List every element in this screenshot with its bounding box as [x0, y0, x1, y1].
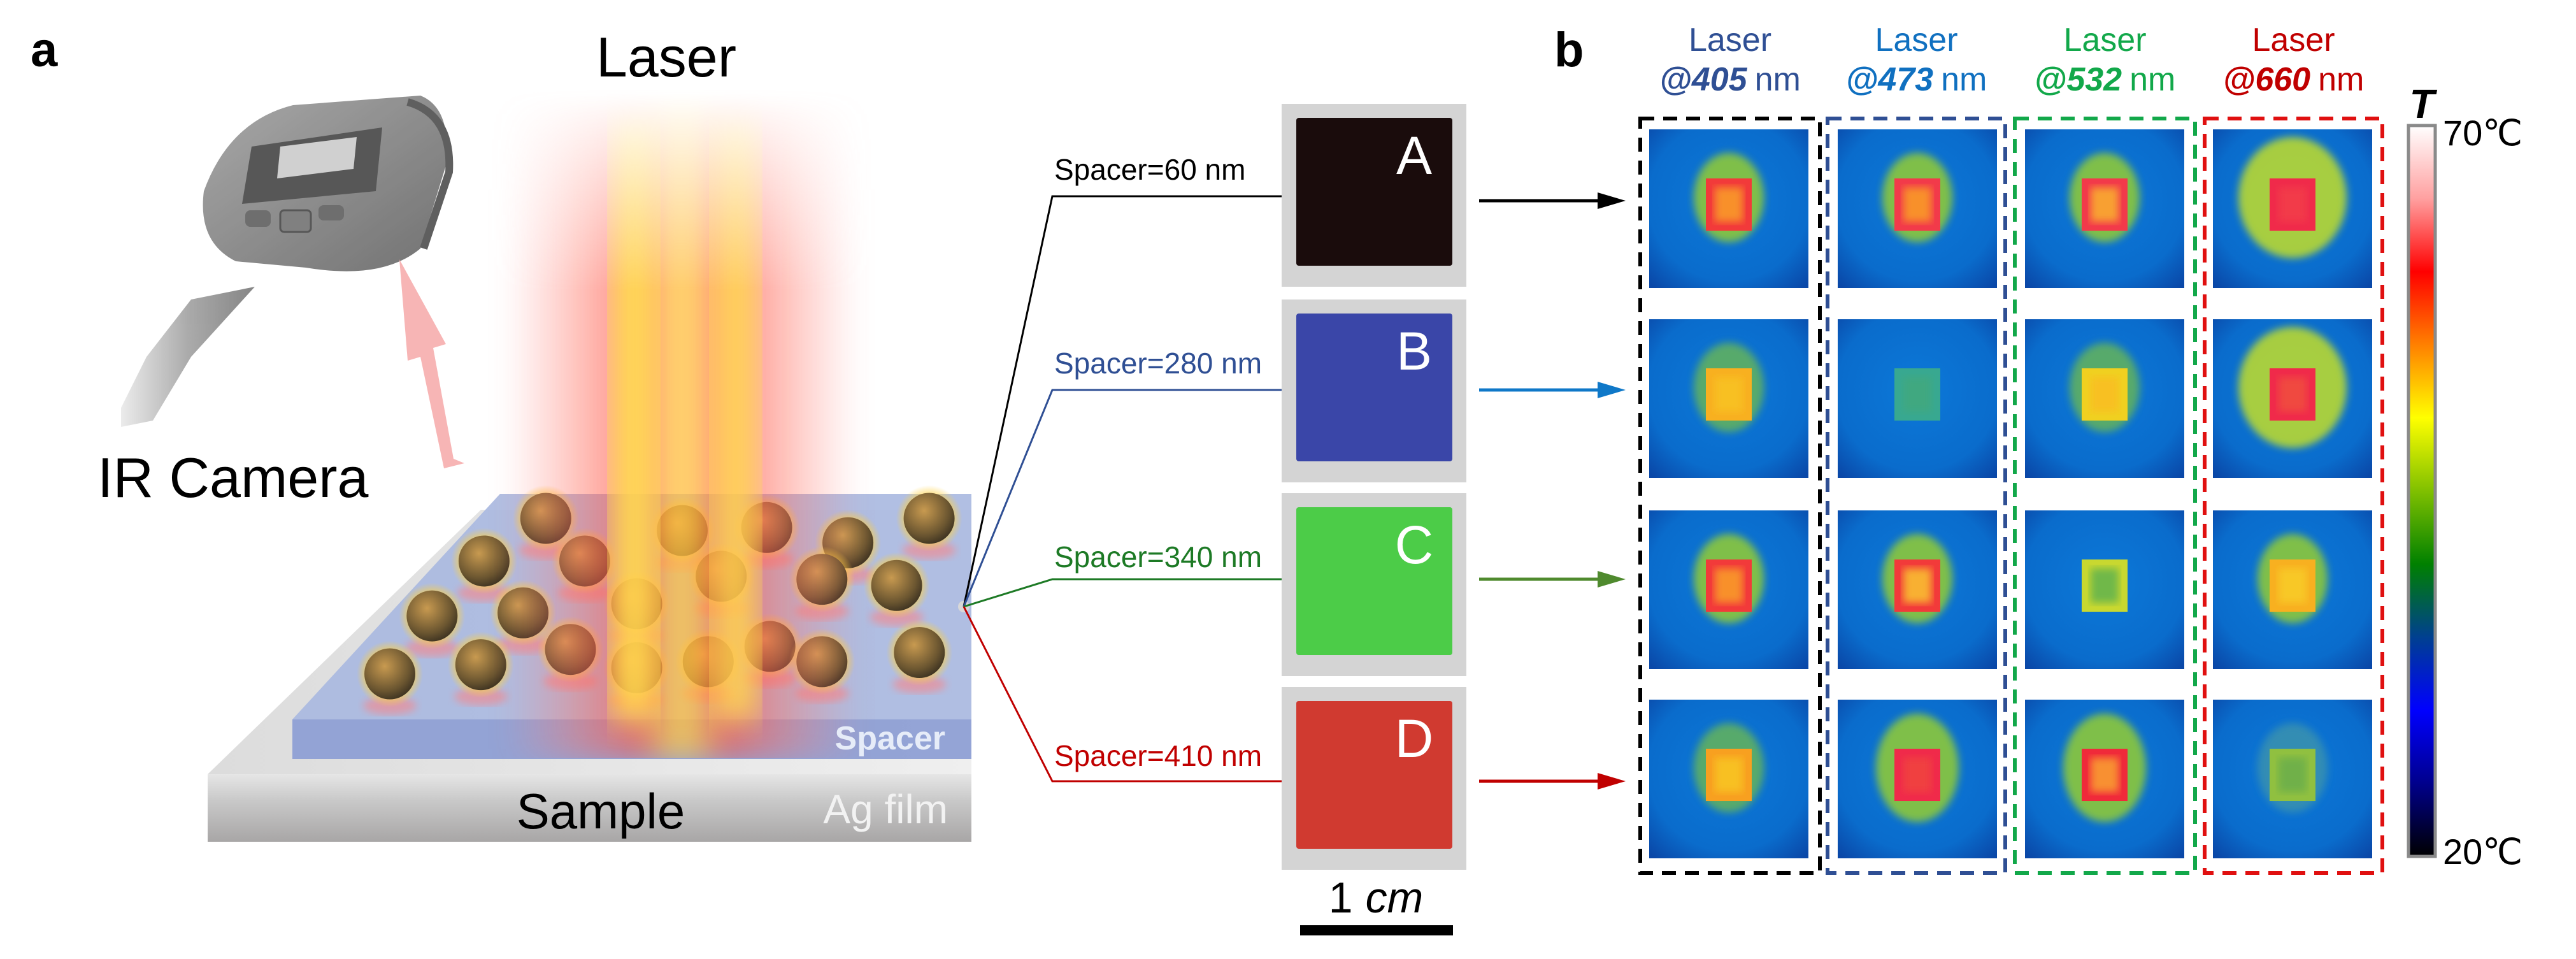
column-dashed-box: [1638, 117, 1822, 875]
nanoparticle: [903, 493, 955, 544]
column-dashed-box: [2013, 117, 2197, 875]
spacer-label: Spacer=280 nm: [1054, 347, 1262, 380]
thermal-image-B-660: [2213, 319, 2372, 478]
arrow-head-icon: [1598, 773, 1626, 790]
thermal-image-B-532: [2025, 319, 2184, 478]
spacer-leader-line: [963, 578, 1282, 608]
spacer-label: Spacer=60 nm: [1054, 153, 1245, 186]
column-header-wavelength: @660 nm: [2223, 61, 2365, 98]
sample-photo-C: C: [1282, 493, 1466, 676]
sample-letter: B: [1396, 321, 1432, 381]
sample-letter: C: [1395, 515, 1434, 575]
thermal-image-D-473: [1838, 700, 1997, 858]
nanoparticle: [364, 648, 415, 700]
sample-photo-B: B: [1282, 299, 1466, 482]
column-header-laser: Laser: [1875, 22, 1957, 59]
thermal-image-B-405: [1649, 319, 1808, 478]
arrow-head-icon: [1598, 192, 1626, 209]
thermal-image-B-473: [1838, 319, 1997, 478]
ag-film-layer: [208, 774, 971, 842]
thermal-image-grid: [1649, 129, 2372, 858]
spacer-label: Spacer=410 nm: [1054, 739, 1262, 772]
nanoparticle: [458, 535, 510, 587]
thermal-image-D-660: [2213, 700, 2372, 858]
laser-beam: [503, 89, 860, 758]
sample-photos: A B C D: [1282, 104, 1466, 870]
ir-camera-label: IR Camera: [97, 446, 368, 509]
column-header-laser: Laser: [2252, 22, 2335, 59]
panel-a-label: a: [31, 23, 58, 77]
sample-label: Sample: [517, 783, 685, 839]
column-header-wavelength: @405 nm: [1659, 61, 1801, 98]
column-dashed-box: [1826, 117, 2007, 875]
sample-letter: A: [1396, 126, 1432, 185]
temperature-colorbar: [2407, 124, 2437, 858]
spacer-leader-line: [962, 195, 1282, 607]
arrow-head-icon: [1598, 382, 1626, 398]
scale-bar: [1300, 925, 1453, 935]
colorbar-max-label: 70℃: [2443, 113, 2522, 153]
sample-photo-A: A: [1282, 104, 1466, 287]
nanoparticle: [455, 639, 506, 691]
nanoparticle: [871, 559, 922, 611]
column-header-laser: Laser: [1689, 22, 1771, 59]
spacer-leader-line: [962, 389, 1282, 607]
sample-letter: D: [1395, 709, 1434, 768]
spacer-layer-label: Spacer: [835, 720, 945, 757]
thermal-image-A-473: [1838, 129, 1997, 288]
column-header-wavelength: @532 nm: [2035, 61, 2176, 98]
nanoparticle: [894, 626, 945, 678]
column-dashed-box: [2203, 117, 2384, 875]
thermal-image-D-405: [1649, 700, 1808, 858]
spacer-label: Spacer=340 nm: [1054, 540, 1262, 573]
nanoparticle: [406, 590, 458, 642]
scale-bar-label: 1 cm: [1329, 874, 1423, 922]
thermal-image-A-532: [2025, 129, 2184, 288]
ir-emission-arrow: [399, 259, 464, 468]
spacer-leader-line: [962, 606, 1282, 782]
colorbar-symbol: T: [2409, 81, 2437, 127]
sample-photo-D: D: [1282, 687, 1466, 870]
ag-film-label: Ag film: [823, 786, 948, 832]
thermal-image-A-660: [2213, 129, 2372, 288]
laser-label: Laser: [596, 25, 736, 89]
ir-camera-illustration: [121, 96, 454, 427]
thermal-image-D-532: [2025, 700, 2184, 858]
thermal-image-C-660: [2213, 510, 2372, 669]
arrow-head-icon: [1598, 571, 1626, 588]
column-header-laser: Laser: [2063, 22, 2146, 59]
column-header-wavelength: @473 nm: [1846, 61, 1987, 98]
thermal-image-C-473: [1838, 510, 1997, 669]
column-boxes: [1638, 117, 2384, 875]
colorbar-min-label: 20℃: [2443, 832, 2522, 872]
panel-b-label: b: [1554, 23, 1584, 77]
spacer-leaders: Spacer=60 nm Spacer=280 nm Spacer=340 nm Sp…: [962, 153, 1626, 790]
thermal-image-C-532: [2025, 510, 2184, 669]
thermal-image-C-405: [1649, 510, 1808, 669]
thermal-image-A-405: [1649, 129, 1808, 288]
